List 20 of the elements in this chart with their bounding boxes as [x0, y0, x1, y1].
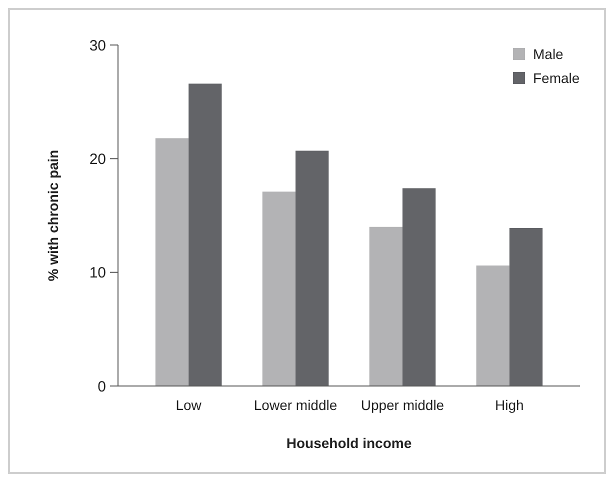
legend-label: Male [533, 46, 564, 62]
y-tick-label: 30 [89, 37, 106, 54]
x-axis-title: Household income [286, 435, 412, 451]
x-tick-label: Low [176, 397, 202, 413]
bar [476, 266, 510, 386]
y-tick-label: 10 [89, 264, 106, 282]
x-tick-label: Lower middle [254, 397, 338, 413]
bar [296, 150, 329, 386]
bar [402, 188, 436, 386]
y-axis-title: % with chronic pain [45, 150, 61, 282]
legend-label: Female [533, 70, 580, 86]
bar [188, 84, 222, 386]
y-tick-label: 20 [89, 150, 106, 168]
y-tick-label: 0 [98, 378, 106, 396]
bar [262, 192, 296, 386]
x-tick-label: High [495, 397, 524, 413]
bar [509, 228, 543, 386]
bar [155, 138, 189, 386]
bar [369, 226, 402, 386]
x-tick-label: Upper middle [360, 397, 444, 413]
